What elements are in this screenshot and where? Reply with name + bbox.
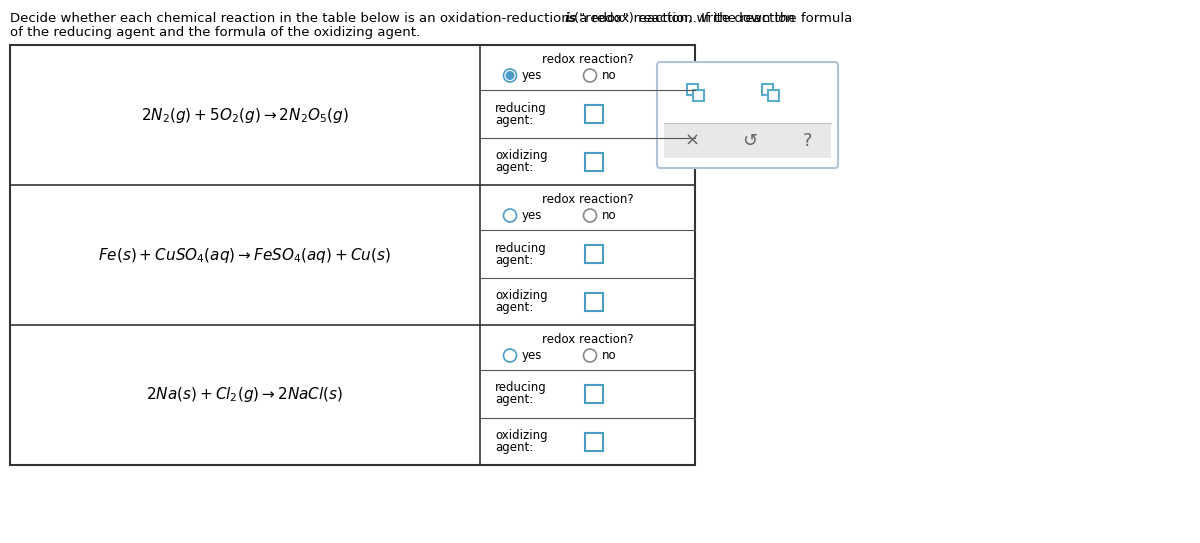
Bar bbox=[694, 90, 704, 101]
Text: redox reaction?: redox reaction? bbox=[541, 53, 634, 66]
Text: Decide whether each chemical reaction in the table below is an oxidation-reducti: Decide whether each chemical reaction in… bbox=[10, 12, 799, 25]
Circle shape bbox=[504, 209, 516, 222]
Text: ?: ? bbox=[803, 131, 812, 149]
Bar bbox=[586, 433, 604, 451]
Text: redox reaction?: redox reaction? bbox=[541, 333, 634, 346]
Text: ↺: ↺ bbox=[743, 131, 757, 149]
FancyBboxPatch shape bbox=[658, 62, 838, 168]
Text: yes: yes bbox=[522, 349, 542, 362]
Text: reducing: reducing bbox=[496, 242, 547, 255]
Bar bbox=[686, 84, 698, 95]
Text: is: is bbox=[565, 12, 577, 25]
Text: $Fe(s) + CuSO_4(aq) \rightarrow FeSO_4(aq) + Cu(s)$: $Fe(s) + CuSO_4(aq) \rightarrow FeSO_4(a… bbox=[98, 245, 391, 264]
Text: of the reducing agent and the formula of the oxidizing agent.: of the reducing agent and the formula of… bbox=[10, 26, 420, 39]
Text: no: no bbox=[602, 69, 617, 82]
Text: yes: yes bbox=[522, 69, 542, 82]
Circle shape bbox=[504, 349, 516, 362]
Bar bbox=[768, 90, 779, 101]
Text: oxidizing: oxidizing bbox=[496, 289, 547, 302]
Text: no: no bbox=[602, 349, 617, 362]
Circle shape bbox=[505, 71, 515, 80]
Text: agent:: agent: bbox=[496, 301, 533, 314]
Text: $2Na(s) + Cl_2(g) \rightarrow 2NaCl(s)$: $2Na(s) + Cl_2(g) \rightarrow 2NaCl(s)$ bbox=[146, 386, 343, 405]
Text: ×: × bbox=[684, 131, 700, 149]
Text: agent:: agent: bbox=[496, 161, 533, 174]
Bar bbox=[762, 84, 773, 95]
Text: oxidizing: oxidizing bbox=[496, 429, 547, 442]
Bar bbox=[586, 105, 604, 123]
Text: reducing: reducing bbox=[496, 102, 547, 115]
Circle shape bbox=[583, 209, 596, 222]
Bar bbox=[586, 245, 604, 263]
Circle shape bbox=[504, 69, 516, 82]
Text: agent:: agent: bbox=[496, 113, 533, 127]
Text: oxidizing: oxidizing bbox=[496, 149, 547, 162]
Text: agent:: agent: bbox=[496, 441, 533, 454]
Circle shape bbox=[583, 69, 596, 82]
Circle shape bbox=[583, 349, 596, 362]
Bar bbox=[586, 385, 604, 403]
Bar bbox=[586, 293, 604, 311]
Bar bbox=[664, 123, 830, 158]
Text: reducing: reducing bbox=[496, 382, 547, 395]
Text: a redox reaction, write down the formula: a redox reaction, write down the formula bbox=[575, 12, 852, 25]
Text: yes: yes bbox=[522, 209, 542, 222]
Bar bbox=[586, 153, 604, 171]
Text: agent:: agent: bbox=[496, 394, 533, 407]
Text: no: no bbox=[602, 209, 617, 222]
Bar bbox=[10, 45, 695, 465]
Text: $2N_2(g) + 5O_2(g) \rightarrow 2N_2O_5(g)$: $2N_2(g) + 5O_2(g) \rightarrow 2N_2O_5(g… bbox=[142, 105, 349, 124]
Text: agent:: agent: bbox=[496, 254, 533, 267]
Text: redox reaction?: redox reaction? bbox=[541, 193, 634, 206]
